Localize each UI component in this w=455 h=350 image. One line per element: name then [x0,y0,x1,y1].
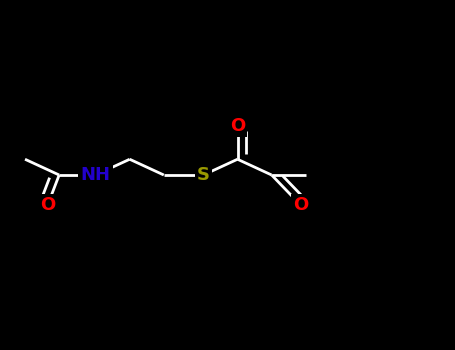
Text: O: O [230,117,245,135]
Text: O: O [40,196,56,214]
Text: NH: NH [81,166,111,184]
Text: O: O [293,196,308,214]
Text: S: S [197,166,210,184]
